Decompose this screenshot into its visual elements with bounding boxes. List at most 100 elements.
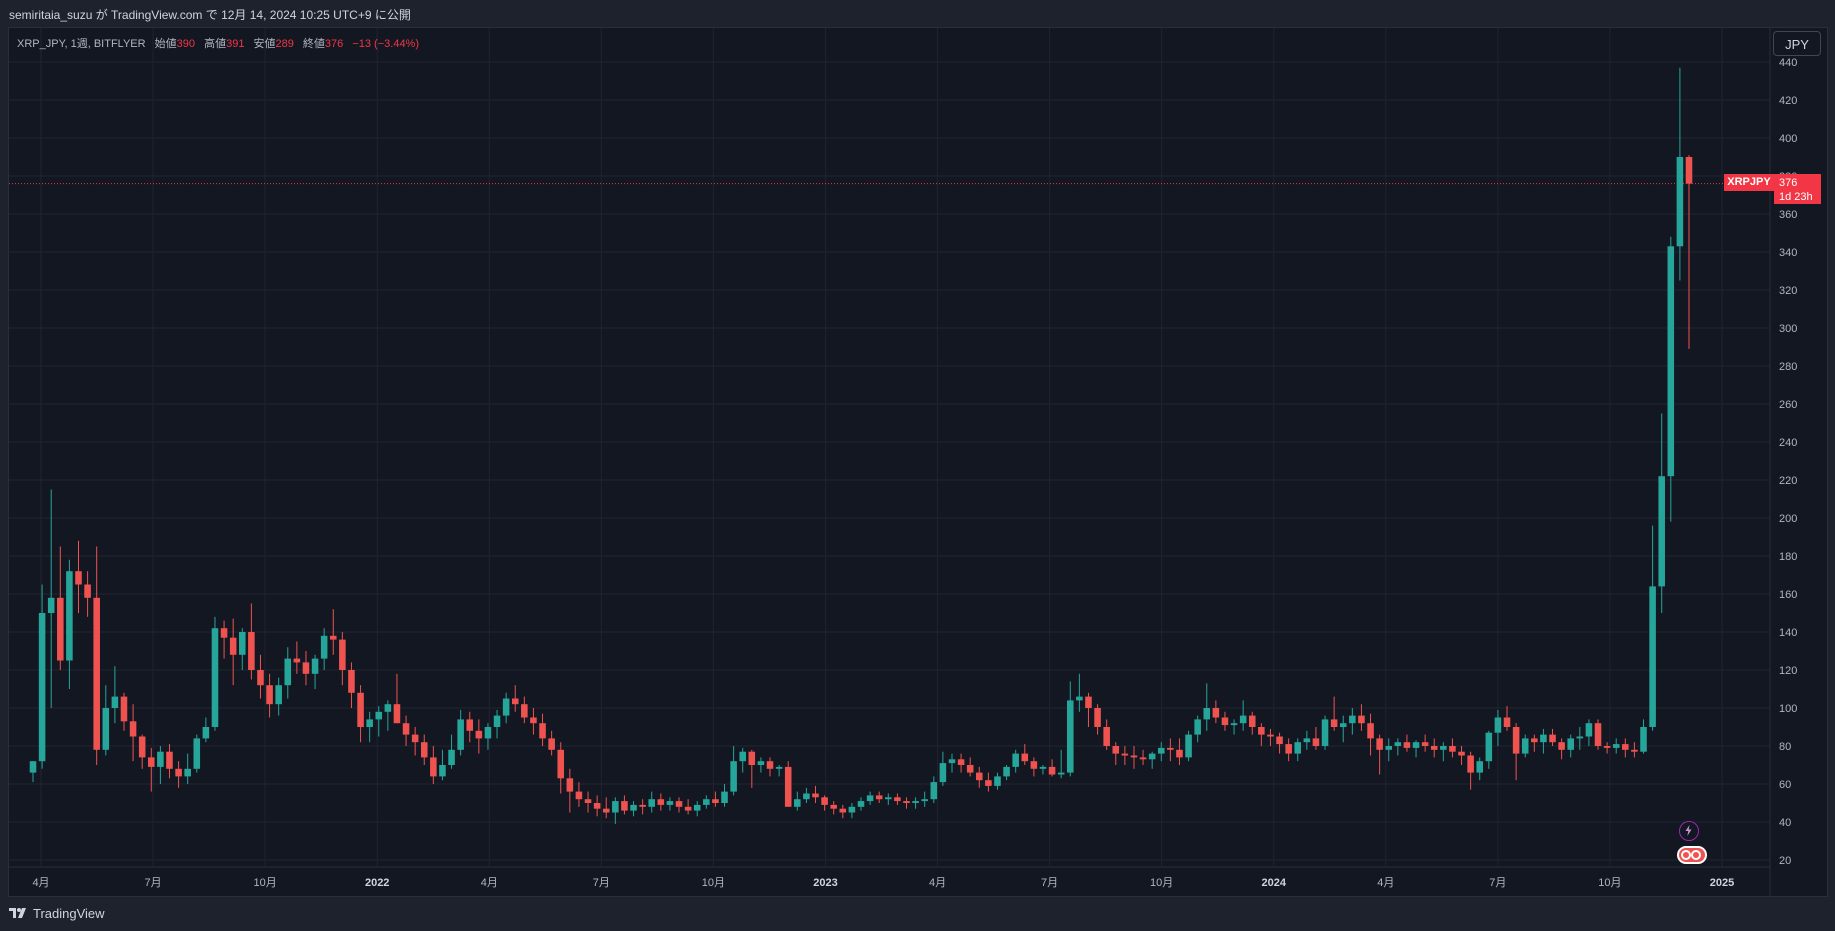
candle-body bbox=[794, 799, 801, 807]
candle-body bbox=[1021, 753, 1029, 762]
candle-body bbox=[493, 715, 501, 727]
candle-body bbox=[66, 571, 73, 661]
candle bbox=[1230, 719, 1238, 735]
candle-body bbox=[803, 793, 810, 800]
candle-body bbox=[138, 736, 146, 758]
x-tick-label: 4月 bbox=[1377, 877, 1394, 889]
dividend-icon[interactable] bbox=[1677, 846, 1707, 864]
candle bbox=[1467, 751, 1474, 790]
candle-body bbox=[693, 804, 701, 811]
x-tick-label: 2023 bbox=[813, 877, 837, 889]
candle bbox=[539, 713, 546, 746]
candle bbox=[284, 647, 292, 699]
candle bbox=[120, 692, 128, 731]
candle bbox=[1267, 728, 1274, 746]
candle-body bbox=[948, 759, 956, 764]
candle bbox=[175, 761, 182, 788]
candle bbox=[657, 793, 665, 811]
candle-body bbox=[366, 719, 373, 727]
tv-logo-icon bbox=[9, 907, 29, 921]
candle bbox=[1622, 738, 1629, 758]
x-tick-label: 10月 bbox=[702, 877, 725, 889]
candle-body bbox=[1221, 717, 1229, 726]
candle-body bbox=[293, 658, 301, 663]
candle-body bbox=[648, 799, 656, 807]
candle-body bbox=[384, 704, 392, 712]
candle bbox=[548, 730, 555, 756]
candle bbox=[1421, 734, 1429, 752]
candle bbox=[1012, 749, 1019, 773]
x-tick-label: 7月 bbox=[1489, 877, 1506, 889]
candle-body bbox=[1603, 746, 1611, 748]
candle-body bbox=[1176, 749, 1183, 758]
price-axis[interactable]: 20 40 60 80 100 120 140 160 180 200 220 240 260 280 30… bbox=[1779, 57, 1797, 867]
candle-body bbox=[1139, 757, 1147, 760]
y-tick-label: 360 bbox=[1779, 209, 1797, 221]
candle bbox=[1312, 727, 1320, 750]
candle bbox=[57, 546, 64, 670]
candle bbox=[703, 795, 710, 809]
candle bbox=[302, 651, 310, 686]
candle-body bbox=[630, 804, 637, 811]
candle bbox=[602, 797, 610, 819]
y-tick-label: 320 bbox=[1779, 285, 1797, 297]
candle bbox=[348, 662, 355, 708]
candle-body bbox=[1094, 708, 1101, 727]
candle-body bbox=[766, 761, 774, 769]
candle-body bbox=[530, 717, 537, 724]
y-tick-label: 340 bbox=[1779, 247, 1797, 259]
candle bbox=[329, 609, 337, 655]
candle-body bbox=[75, 571, 82, 585]
ohlc-legend: XRP_JPY, 1週, BITFLYER 始値390 高値391 安値289 … bbox=[17, 35, 419, 51]
y-tick-label: 440 bbox=[1779, 57, 1797, 69]
x-tick-label: 2022 bbox=[365, 877, 389, 889]
candle-body bbox=[411, 734, 419, 743]
candle bbox=[1330, 696, 1338, 731]
open-value: 390 bbox=[176, 38, 196, 50]
change-value: −13 (−3.44%) bbox=[352, 38, 419, 50]
candle-body bbox=[1385, 746, 1393, 750]
candle bbox=[1367, 713, 1374, 756]
candle-body bbox=[539, 723, 546, 739]
candle bbox=[1139, 749, 1147, 765]
candle bbox=[885, 793, 892, 805]
lightning-icon[interactable] bbox=[1679, 821, 1699, 841]
currency-button[interactable]: JPY bbox=[1773, 31, 1821, 56]
candle bbox=[111, 666, 119, 724]
candle-body bbox=[1121, 753, 1129, 756]
candle-body bbox=[1112, 746, 1120, 754]
candle-body bbox=[703, 799, 710, 805]
y-tick-label: 200 bbox=[1779, 513, 1797, 525]
candle-body bbox=[148, 757, 155, 767]
candle-body bbox=[1330, 719, 1338, 727]
candle bbox=[684, 799, 692, 815]
time-axis[interactable]: 4月 7月 10月 2022 4月 7月 10月 2023 4月 7月 10月 2024 4月 7月 10月… bbox=[32, 877, 1734, 889]
candle-body bbox=[866, 795, 874, 802]
candle bbox=[1676, 67, 1684, 281]
candle bbox=[311, 654, 319, 689]
candle bbox=[1458, 746, 1465, 765]
candle-body bbox=[939, 763, 947, 783]
candle bbox=[848, 803, 856, 819]
symbol-title[interactable]: XRP_JPY, 1週, BITFLYER bbox=[17, 38, 146, 50]
tradingview-logo[interactable]: TradingView bbox=[9, 906, 105, 921]
candle-body bbox=[921, 799, 928, 802]
candle-body bbox=[1285, 744, 1292, 754]
candle bbox=[384, 700, 392, 731]
candle bbox=[775, 765, 783, 777]
candle-body bbox=[1412, 742, 1420, 748]
candle-body bbox=[1376, 738, 1383, 750]
candle-body bbox=[329, 635, 337, 640]
candle bbox=[666, 797, 674, 811]
candle-body bbox=[712, 799, 719, 803]
low-value: 289 bbox=[275, 38, 294, 50]
candle bbox=[930, 776, 938, 803]
close-label: 終値 bbox=[302, 38, 325, 50]
candle bbox=[1658, 413, 1665, 613]
candle bbox=[648, 791, 656, 813]
candle-body bbox=[238, 632, 246, 655]
candle-body bbox=[1631, 749, 1638, 752]
candle bbox=[66, 559, 73, 689]
y-tick-label: 260 bbox=[1779, 399, 1797, 411]
candle-body bbox=[957, 759, 965, 765]
